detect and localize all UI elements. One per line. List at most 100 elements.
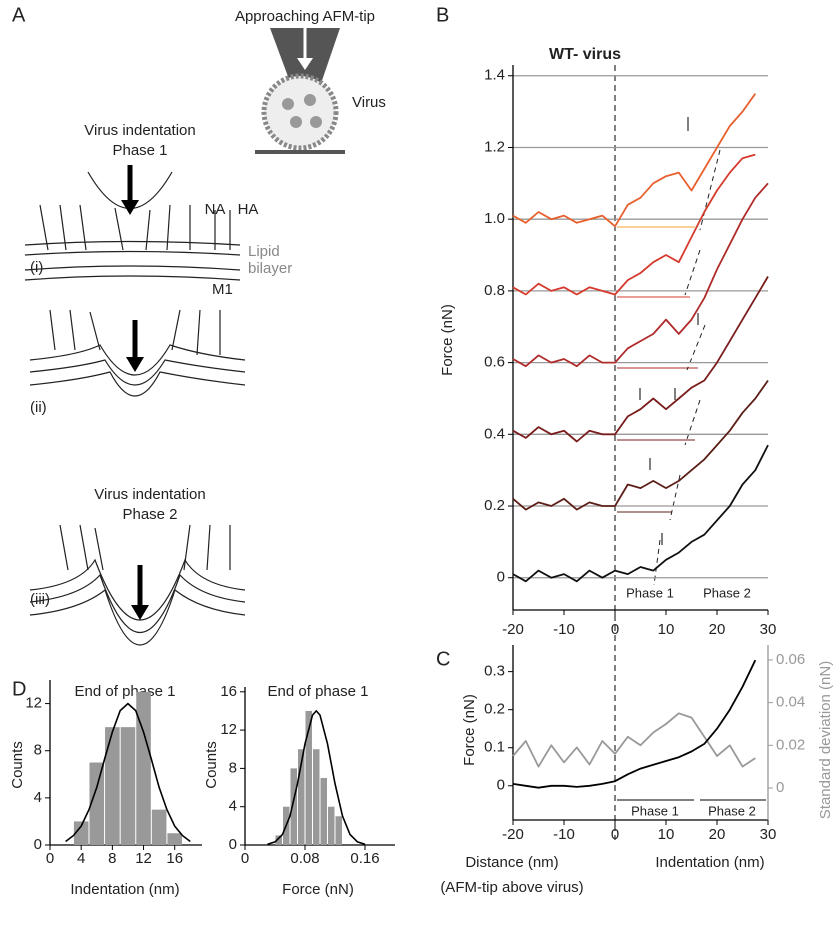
y-tick-label: 1.4: [484, 67, 505, 84]
x-tick-label: 10: [658, 621, 675, 638]
series-line: [512, 153, 756, 296]
x-tick-label: 12: [135, 850, 152, 867]
chart-title: WT- virus: [549, 46, 621, 63]
rnp: [282, 98, 294, 110]
y-tick-label: 4: [229, 798, 237, 815]
y-tick-label: 16: [220, 683, 237, 700]
x-tick-label: 16: [166, 850, 183, 867]
spikes: [39, 204, 231, 251]
x-tick-label: 10: [658, 826, 675, 843]
x-axis-label: Distance (nm): [465, 854, 558, 871]
bar: [136, 691, 151, 845]
y-tick-label: 12: [25, 695, 42, 712]
y-axis-label: Force (nN): [461, 694, 478, 766]
step-label: (ii): [30, 399, 47, 416]
y-tick-label: 4: [34, 789, 42, 806]
bar: [275, 835, 282, 845]
rnp: [290, 116, 302, 128]
x-tick-label: 0: [611, 826, 619, 843]
bar: [105, 727, 120, 845]
panel-label: B: [436, 4, 449, 26]
rnp: [304, 94, 316, 106]
x-tick-label: 30: [760, 621, 777, 638]
phase-title: Virus indentation: [84, 122, 195, 139]
series-line: [512, 93, 757, 228]
x-tick-label: 0: [611, 621, 619, 638]
y-tick-label: 0.4: [484, 425, 505, 442]
bar: [328, 806, 335, 845]
membrane: [24, 240, 241, 281]
step-label: (i): [30, 259, 43, 276]
y-tick-label: 0: [34, 836, 42, 853]
y-tick-label: 12: [220, 721, 237, 738]
x-axis-label: Force (nN): [282, 881, 354, 898]
event-arrows: [639, 117, 699, 545]
x-tick-label: 0.08: [290, 850, 319, 867]
series-line: [512, 659, 757, 789]
tip-arrow-head: [297, 58, 313, 70]
y2-tick-label: 0: [776, 779, 784, 796]
series-line: [512, 276, 769, 443]
y-tick-label: 0: [497, 777, 505, 794]
x-tick-label: 8: [108, 850, 116, 867]
fit-curve: [65, 702, 191, 843]
y2-tick-label: 0.04: [776, 694, 805, 711]
x-tick-label: -10: [553, 826, 575, 843]
chart-title: End of phase 1: [268, 683, 369, 700]
y2-tick-label: 0.06: [776, 651, 805, 668]
y-tick-label: 8: [229, 759, 237, 776]
bar: [73, 821, 89, 845]
chart-title: End of phase 1: [75, 683, 176, 700]
phase-label: Phase 2: [708, 803, 756, 818]
fit-curve: [267, 709, 366, 846]
virus: [261, 73, 339, 151]
spikes: [59, 524, 231, 571]
series-line: [512, 444, 769, 583]
phase-label: Phase 2: [703, 585, 751, 600]
y-axis-label: Force (nN): [439, 304, 456, 376]
lipid-label: bilayer: [248, 260, 292, 277]
rnp: [310, 116, 322, 128]
y-axis-label: Counts: [9, 741, 26, 789]
bar: [313, 749, 320, 845]
x-tick-label: 20: [709, 826, 726, 843]
panel-label: A: [12, 4, 26, 26]
bar: [335, 816, 342, 845]
press-arrow-head: [126, 357, 144, 372]
x-tick-label: 4: [77, 850, 85, 867]
y-tick-label: 0.2: [484, 701, 505, 718]
bar: [305, 710, 312, 845]
x-tick-label: 0.16: [350, 850, 379, 867]
x-tick-label: -10: [553, 621, 575, 638]
bar: [320, 777, 327, 845]
slope-lines: [653, 149, 721, 586]
series-line: [512, 182, 769, 368]
phase-label: Phase 1: [626, 585, 674, 600]
bar: [120, 727, 136, 845]
step-label: (iii): [30, 591, 50, 608]
y-tick-label: 8: [34, 742, 42, 759]
x-tick-label: -20: [502, 621, 524, 638]
x-tick-label: 0: [241, 850, 249, 867]
na-label: NA: [205, 201, 226, 218]
virus-label: Virus: [352, 94, 386, 111]
bar: [298, 749, 305, 845]
y-tick-label: 0.2: [484, 497, 505, 514]
y2-axis-label: Standard deviation (nN): [817, 661, 834, 819]
bar: [167, 833, 183, 845]
m1-label: M1: [212, 281, 233, 298]
press-arrow-head: [121, 200, 139, 215]
x-axis-label: Indentation (nm): [70, 881, 179, 898]
tip-label: Approaching AFM-tip: [235, 8, 375, 25]
b-annotations: Phase 1 Phase 2 Phase 1 Phase 2 WT- viru…: [9, 46, 834, 898]
x-axis-label: Indentation (nm): [655, 854, 764, 871]
y-tick-label: 1.2: [484, 138, 505, 155]
lipid-label: Lipid: [248, 243, 280, 260]
membrane: [29, 344, 246, 397]
x-tick-label: 30: [760, 826, 777, 843]
phase-label: Phase 1: [631, 803, 679, 818]
panel-label: D: [12, 678, 26, 700]
y2-tick-label: 0.02: [776, 736, 805, 753]
y-tick-label: 0.3: [484, 663, 505, 680]
